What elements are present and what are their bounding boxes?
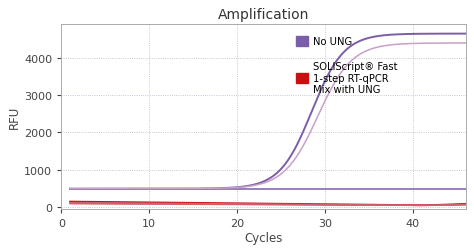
- Y-axis label: RFU: RFU: [9, 105, 21, 129]
- Title: Amplification: Amplification: [218, 8, 309, 22]
- Legend: No UNG, SOLIScript® Fast
1-step RT-qPCR
Mix with UNG: No UNG, SOLIScript® Fast 1-step RT-qPCR …: [293, 34, 400, 98]
- X-axis label: Cycles: Cycles: [244, 231, 283, 244]
